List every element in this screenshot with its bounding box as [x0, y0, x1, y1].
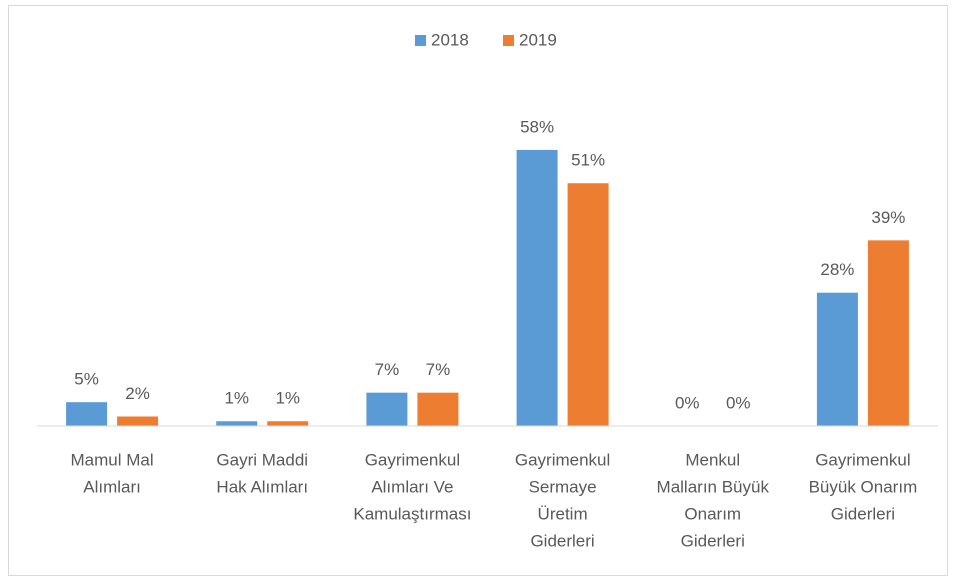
x-tick-label: Giderleri [831, 504, 895, 523]
bar [417, 392, 459, 426]
bar [267, 421, 309, 426]
data-label: 58% [520, 117, 554, 136]
legend-label: 2018 [431, 30, 469, 49]
x-tick-label: Gayri Maddi [216, 450, 308, 469]
x-tick-label: Giderleri [530, 531, 594, 550]
x-tick-label: Gayrimenkul [515, 450, 610, 469]
bar [66, 402, 108, 426]
x-tick-label: Onarım [684, 504, 741, 523]
data-label: 7% [426, 360, 451, 379]
x-tick-label: Malların Büyük [657, 477, 770, 496]
x-tick-label: Gayrimenkul [365, 450, 460, 469]
bar [117, 416, 159, 426]
x-tick-label: Büyük Onarım [809, 477, 918, 496]
data-label: 0% [675, 393, 700, 412]
bar [867, 240, 909, 426]
data-label: 1% [224, 389, 249, 408]
x-tick-label: Gayrimenkul [815, 450, 910, 469]
data-label: 39% [871, 208, 905, 227]
bar [816, 292, 858, 426]
x-tick-label: Üretim [538, 504, 588, 523]
data-label: 51% [571, 151, 605, 170]
x-tick-label: Alımları [83, 477, 141, 496]
data-label: 5% [74, 370, 99, 389]
data-label: 7% [375, 360, 400, 379]
bar [516, 149, 558, 427]
bar [366, 392, 408, 426]
legend-label: 2019 [519, 30, 557, 49]
x-tick-label: Alımları Ve [371, 477, 453, 496]
data-label: 28% [820, 260, 854, 279]
bar [216, 421, 258, 426]
x-tick-label: Sermaye [529, 477, 597, 496]
legend-swatch [503, 35, 514, 46]
data-label: 1% [275, 389, 300, 408]
x-tick-label: Hak Alımları [216, 477, 308, 496]
data-label: 0% [726, 393, 751, 412]
x-tick-label: Mamul Mal [71, 450, 154, 469]
legend-swatch [415, 35, 426, 46]
x-tick-label: Menkul [685, 450, 740, 469]
data-label: 2% [125, 384, 150, 403]
chart-frame [8, 5, 948, 576]
x-tick-label: Giderleri [681, 531, 745, 550]
x-tick-label: Kamulaştırması [353, 504, 471, 523]
bar [567, 183, 609, 426]
